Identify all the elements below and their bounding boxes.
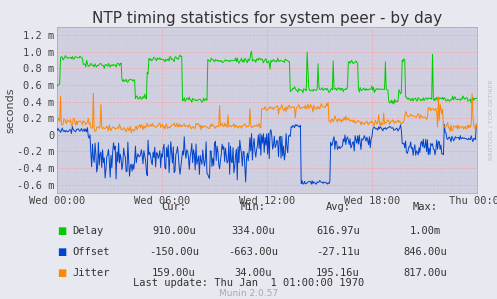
Text: ■: ■ xyxy=(57,247,67,257)
Text: 846.00u: 846.00u xyxy=(403,247,447,257)
Text: Avg:: Avg: xyxy=(326,202,350,212)
Text: 817.00u: 817.00u xyxy=(403,268,447,277)
Text: Last update: Thu Jan  1 01:00:00 1970: Last update: Thu Jan 1 01:00:00 1970 xyxy=(133,278,364,288)
Text: Munin 2.0.57: Munin 2.0.57 xyxy=(219,289,278,298)
Text: 195.16u: 195.16u xyxy=(316,268,360,277)
Title: NTP timing statistics for system peer - by day: NTP timing statistics for system peer - … xyxy=(92,11,442,26)
Text: RRDTOOL / TOBI OETIKER: RRDTOOL / TOBI OETIKER xyxy=(489,79,494,160)
Text: 910.00u: 910.00u xyxy=(152,226,196,236)
Text: Max:: Max: xyxy=(413,202,437,212)
Text: ■: ■ xyxy=(57,268,67,277)
Text: Jitter: Jitter xyxy=(72,268,109,277)
Text: 159.00u: 159.00u xyxy=(152,268,196,277)
Text: Delay: Delay xyxy=(72,226,103,236)
Text: -663.00u: -663.00u xyxy=(229,247,278,257)
Text: 34.00u: 34.00u xyxy=(235,268,272,277)
Text: 1.00m: 1.00m xyxy=(410,226,440,236)
Text: Min:: Min: xyxy=(241,202,266,212)
Text: ■: ■ xyxy=(57,226,67,236)
Text: Offset: Offset xyxy=(72,247,109,257)
Text: -150.00u: -150.00u xyxy=(149,247,199,257)
Y-axis label: seconds: seconds xyxy=(5,87,15,133)
Text: 616.97u: 616.97u xyxy=(316,226,360,236)
Text: 334.00u: 334.00u xyxy=(232,226,275,236)
Text: -27.11u: -27.11u xyxy=(316,247,360,257)
Text: Cur:: Cur: xyxy=(162,202,186,212)
